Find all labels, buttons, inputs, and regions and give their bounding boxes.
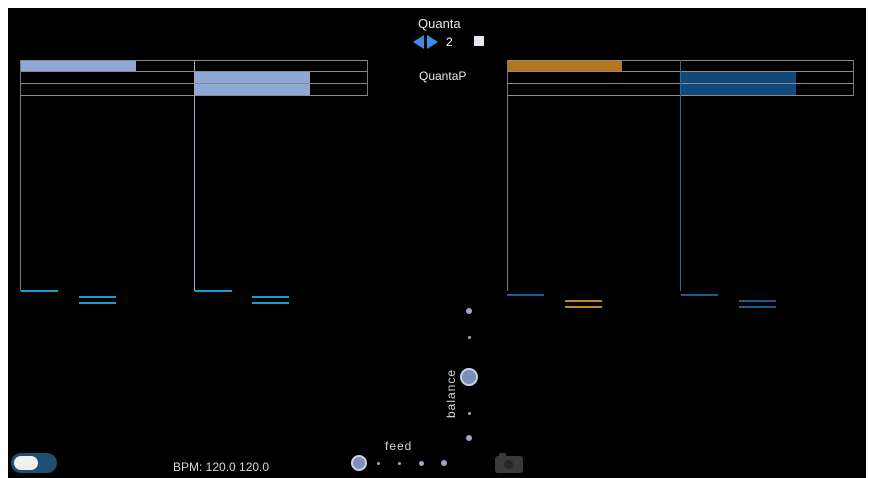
triangle-left-icon[interactable] [413,35,424,49]
stepper-value: 2 [446,35,453,49]
level-marker [79,302,116,304]
balance-slider-knob[interactable] [460,368,478,386]
level-marker [739,300,776,302]
camera-icon[interactable] [495,453,523,473]
balance-label: balance [444,368,458,418]
level-marker [565,306,602,308]
grid-line [20,60,21,291]
grid-line [853,60,854,96]
step-bar[interactable] [681,72,796,83]
level-marker [507,294,544,296]
slider-tick [466,308,472,314]
slider-tick [441,460,447,466]
level-marker [565,300,602,302]
step-bar[interactable] [195,84,310,95]
level-marker [739,306,776,308]
grid-line [194,60,195,291]
slider-tick [468,336,471,339]
step-bar[interactable] [681,84,796,95]
plugin-subtitle: QuantaP [419,69,467,83]
triangle-right-icon[interactable] [427,35,438,49]
step-bar[interactable] [195,72,310,83]
bpm-readout: BPM: 120.0 120.0 [173,460,270,474]
level-marker [79,296,116,298]
level-marker [252,302,289,304]
quanta-plugin-window: Quanta 2 QuantaP [8,8,866,478]
feed-label: feed [385,439,413,453]
toggle-thumb [14,456,38,470]
square-icon[interactable] [474,36,484,46]
step-bar[interactable] [508,61,622,71]
slider-tick [377,462,380,465]
slider-tick [466,435,472,441]
feed-slider-knob[interactable] [351,455,367,471]
grid-line [367,60,368,96]
power-toggle[interactable] [11,453,57,473]
grid-line [507,60,508,291]
slider-tick [419,461,424,466]
step-bar[interactable] [21,61,136,71]
level-marker [21,290,58,292]
level-marker [195,290,232,292]
plugin-title: Quanta [418,16,461,31]
level-marker [252,296,289,298]
level-marker [681,294,718,296]
grid-line [680,60,681,291]
slider-tick [468,412,471,415]
slider-tick [398,462,401,465]
